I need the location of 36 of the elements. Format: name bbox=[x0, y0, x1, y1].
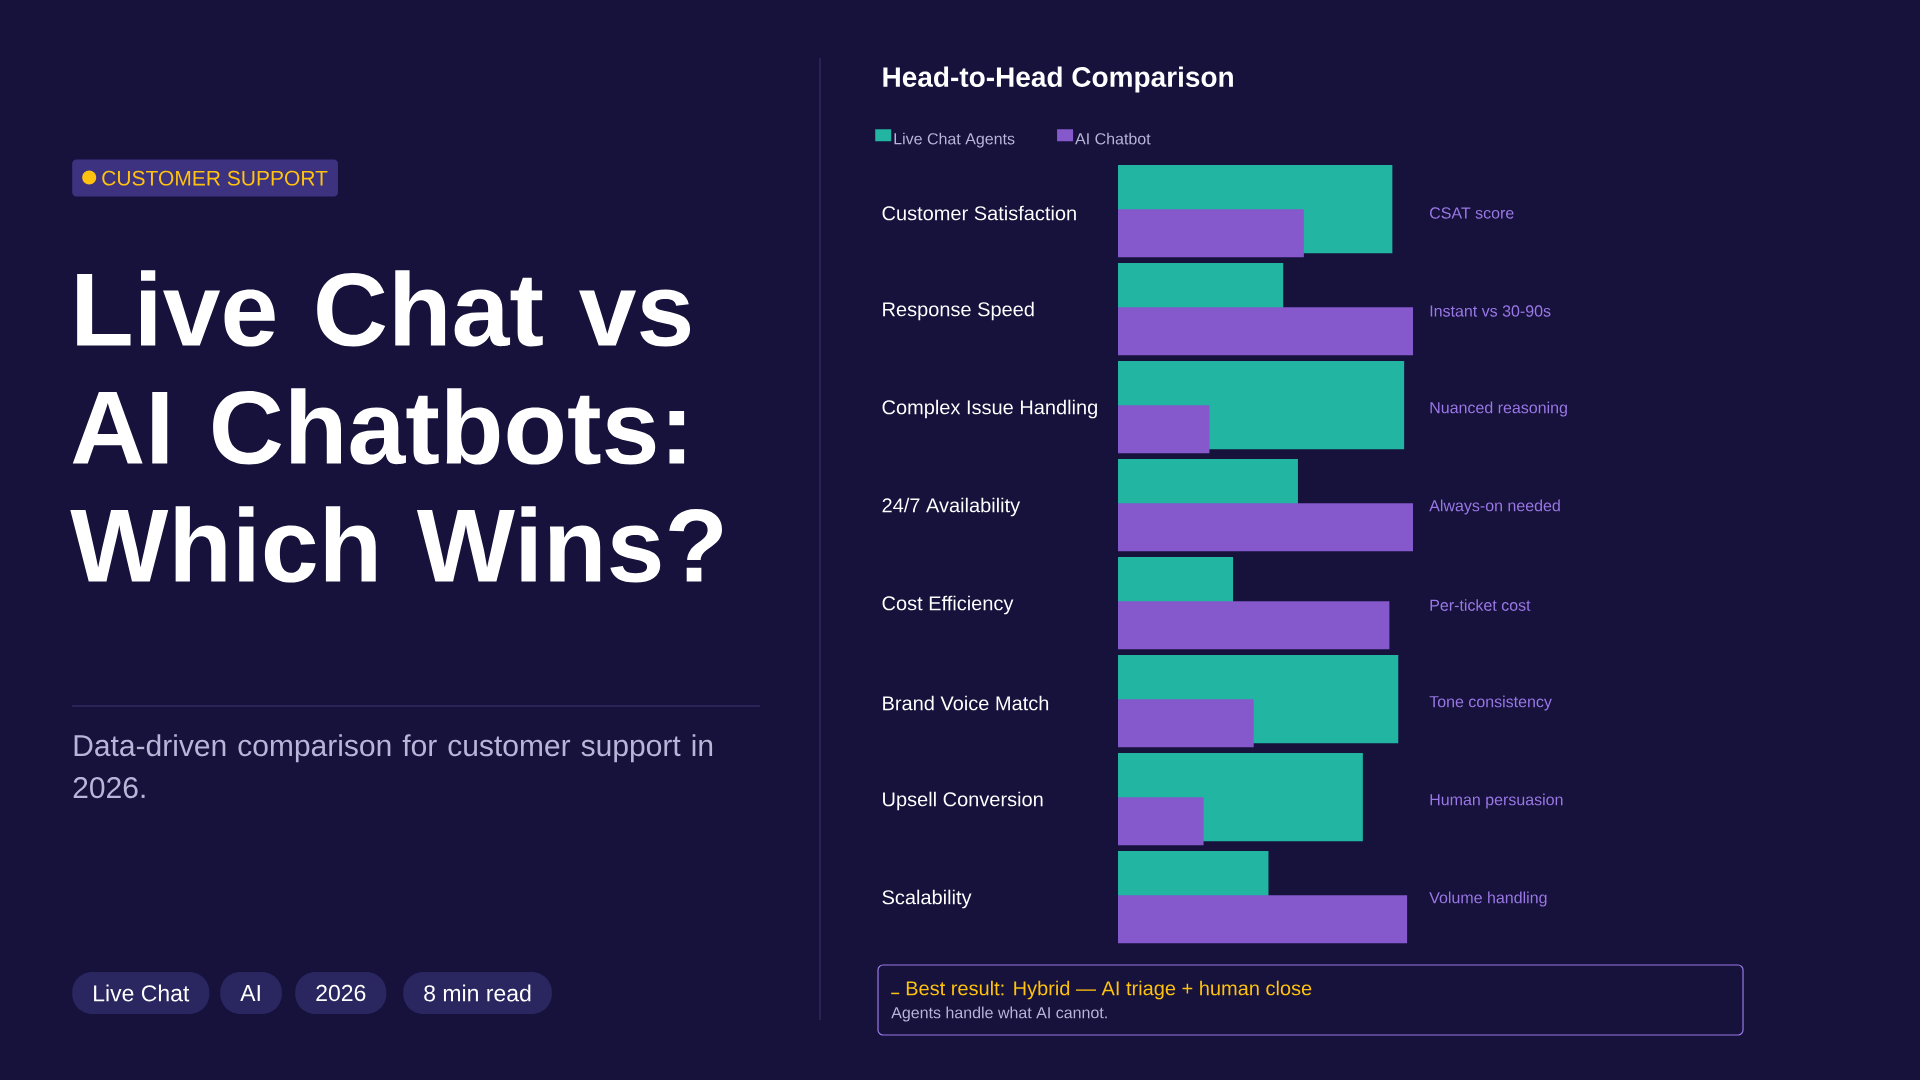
y-tick-label: Response Speed bbox=[883, 301, 1034, 321]
y-tick-label: Customer Satisfaction bbox=[882, 205, 1076, 221]
text: Tone consistency bbox=[1429, 695, 1552, 711]
bar bbox=[1118, 307, 1414, 356]
y-tick-label: Scalability bbox=[882, 889, 972, 909]
bar bbox=[1118, 699, 1254, 748]
legend-label: Live Chat Agents bbox=[894, 132, 1015, 148]
text: Live Chat vs AI Chatbots: Which Wins? bbox=[70, 270, 722, 583]
text: Always-on needed bbox=[1429, 499, 1560, 515]
legend-label: AI Chatbot bbox=[1075, 132, 1151, 145]
text: Data-driven comparison for customer support in 2026. bbox=[73, 734, 713, 799]
chart-title: Head-to-Head Comparison bbox=[883, 66, 1233, 93]
bar bbox=[1118, 503, 1414, 552]
text: Nuanced reasoning bbox=[1430, 401, 1567, 417]
text: Volume handling bbox=[1429, 891, 1547, 907]
text: Best result: Hybrid — AI triage + human close bbox=[906, 980, 1312, 1000]
text: CUSTOMER SUPPORT bbox=[102, 170, 328, 186]
y-tick-label: Brand Voice Match bbox=[883, 695, 1049, 711]
y-tick-label: Complex Issue Handling bbox=[882, 399, 1097, 419]
text: AI bbox=[240, 985, 260, 1001]
y-tick-label: Upsell Conversion bbox=[883, 791, 1043, 811]
bar bbox=[1118, 797, 1204, 846]
bar bbox=[1118, 895, 1408, 944]
text: Human persuasion bbox=[1430, 793, 1563, 809]
bar bbox=[1118, 405, 1210, 454]
y-tick-label: Cost Efficiency bbox=[882, 595, 1014, 615]
y-tick-label: 24/7 Availability bbox=[882, 497, 1021, 517]
text: 8 min read bbox=[424, 984, 531, 1002]
text: Live Chat bbox=[94, 984, 190, 1002]
text: Per-ticket cost bbox=[1430, 599, 1531, 611]
bar bbox=[1118, 209, 1304, 258]
text: 2026 bbox=[316, 984, 366, 1002]
text: CSAT score bbox=[1430, 207, 1514, 219]
text: Agents handle what AI cannot. bbox=[891, 1006, 1107, 1022]
text: Instant vs 30-90s bbox=[1430, 305, 1551, 317]
bar bbox=[1118, 601, 1390, 650]
